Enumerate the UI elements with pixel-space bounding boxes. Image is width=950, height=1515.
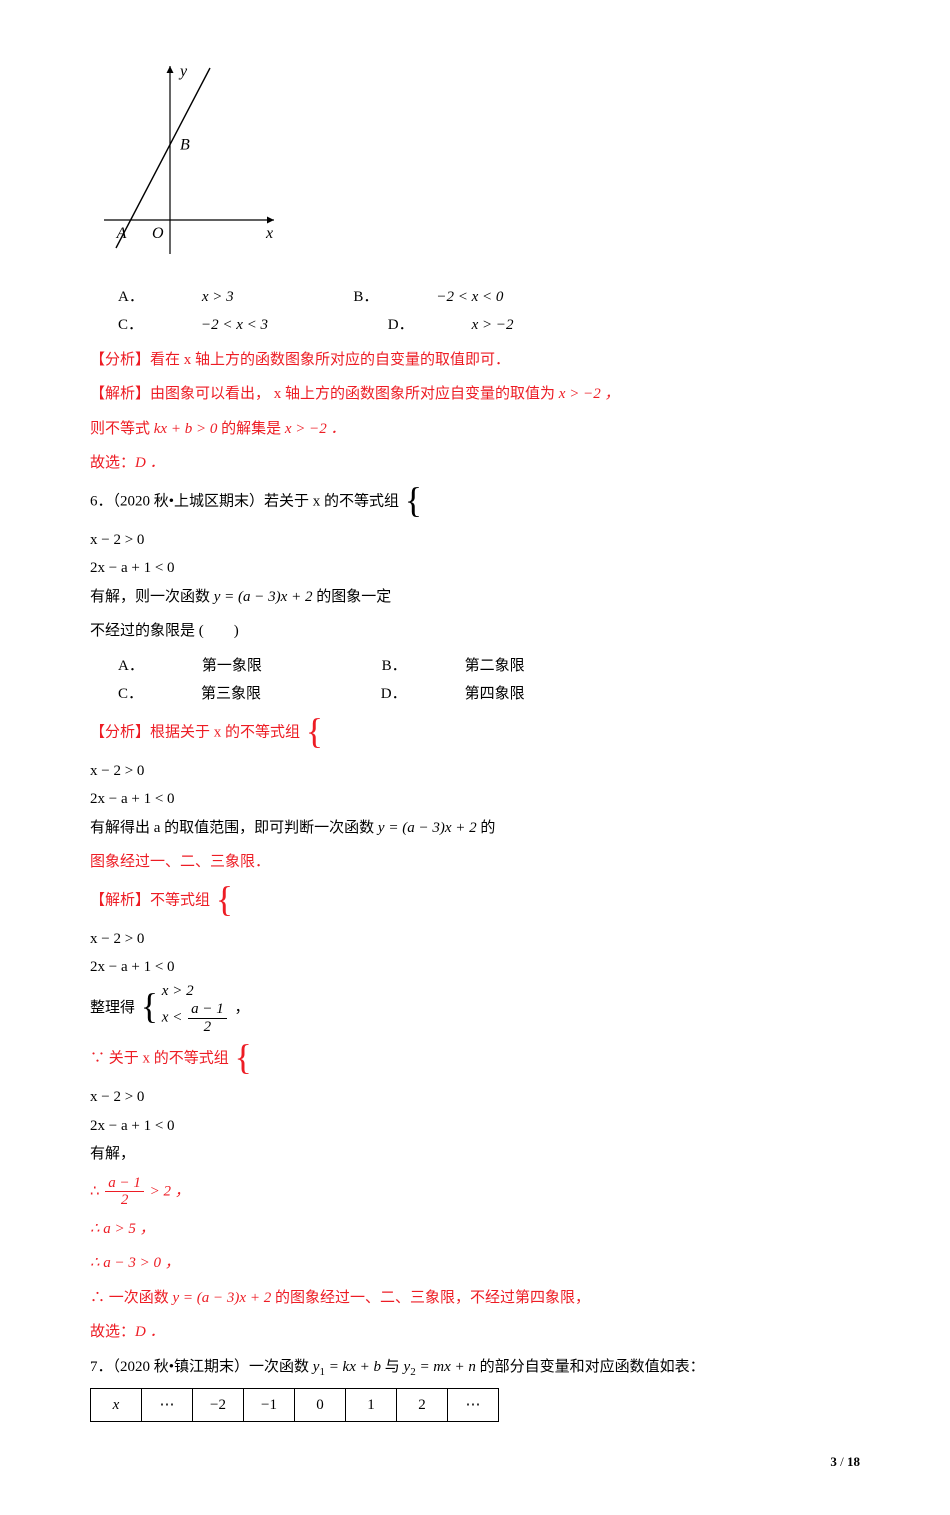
page-number: 3 / 18 bbox=[90, 1450, 860, 1475]
q6-sol-1: 【解析】不等式组 { bbox=[90, 883, 860, 919]
table-cell: 1 bbox=[346, 1389, 397, 1422]
q5-analysis: 【分析】看在 x 轴上方的函数图象所对应的自变量的取值即可． bbox=[90, 346, 860, 375]
q6-therefore-3: ∴ a − 3 > 0 ， bbox=[90, 1249, 860, 1278]
q7-table: x ⋯ −2 −1 0 1 2 ⋯ bbox=[90, 1388, 499, 1422]
table-cell: −1 bbox=[244, 1389, 295, 1422]
q6-options: A．第一象限 B．第二象限 C．第三象限 D．第四象限 bbox=[90, 652, 860, 709]
q5-opt-a: A．x > 3 bbox=[118, 283, 292, 312]
linear-graph: y x O A B bbox=[100, 60, 860, 271]
q6-opt-b: B．第二象限 bbox=[382, 652, 583, 681]
q5-conclusion: 故选：D ． bbox=[90, 449, 860, 478]
q6-therefore-1: ∴ a − 12 > 2 ， bbox=[90, 1175, 860, 1209]
q6-conclusion: 故选：D ． bbox=[90, 1318, 860, 1347]
q6-opt-a: A．第一象限 bbox=[118, 652, 320, 681]
q5-opt-c: C．−2 < x < 3 bbox=[118, 311, 326, 340]
q6-because: ∵ 关于 x 的不等式组 { bbox=[90, 1041, 860, 1077]
q6-analysis-1: 【分析】根据关于 x 的不等式组 { bbox=[90, 715, 860, 751]
q6-stem-2: 不经过的象限是 ( ) bbox=[90, 617, 860, 646]
table-header: x bbox=[91, 1389, 142, 1422]
table-cell: 0 bbox=[295, 1389, 346, 1422]
q6-opt-d: D．第四象限 bbox=[381, 680, 583, 709]
q7-stem: 7．（2020 秋•镇江期末）一次函数 y1 = kx + b 与 y2 = m… bbox=[90, 1353, 860, 1383]
svg-text:O: O bbox=[152, 225, 164, 242]
q6-therefore-2: ∴ a > 5 ， bbox=[90, 1215, 860, 1244]
q6-stem-1: 6．（2020 秋•上城区期末）若关于 x 的不等式组 { bbox=[90, 484, 860, 520]
svg-text:B: B bbox=[180, 137, 190, 154]
q5-solution-2: 则不等式 kx + b > 0 的解集是 x > −2 ． bbox=[90, 415, 860, 444]
q5-opt-d: D．x > −2 bbox=[388, 311, 572, 340]
table-cell: 2 bbox=[397, 1389, 448, 1422]
q6-therefore-4: ∴ 一次函数 y = (a − 3)x + 2 的图象经过一、二、三象限，不经过… bbox=[90, 1284, 860, 1313]
q5-solution-1: 【解析】由图象可以看出， x 轴上方的函数图象所对应自变量的取值为 x > −2… bbox=[90, 380, 860, 409]
table-cell: ⋯ bbox=[142, 1389, 193, 1422]
q5-opt-b: B．−2 < x < 0 bbox=[353, 283, 561, 312]
table-cell: ⋯ bbox=[448, 1389, 499, 1422]
table-row: x ⋯ −2 −1 0 1 2 ⋯ bbox=[91, 1389, 499, 1422]
q6-analysis-2: 图象经过一、二、三象限． bbox=[90, 848, 860, 877]
q5-options: A．x > 3 B．−2 < x < 0 C．−2 < x < 3 D．x > … bbox=[90, 283, 860, 340]
graph-svg: y x O A B bbox=[100, 60, 280, 260]
svg-text:y: y bbox=[178, 63, 188, 80]
svg-text:x: x bbox=[265, 225, 273, 242]
svg-text:A: A bbox=[116, 225, 127, 242]
table-cell: −2 bbox=[193, 1389, 244, 1422]
q6-opt-c: C．第三象限 bbox=[118, 680, 319, 709]
